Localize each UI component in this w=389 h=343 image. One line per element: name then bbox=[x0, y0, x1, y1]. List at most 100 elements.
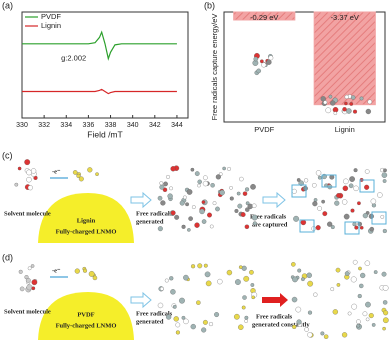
series-line bbox=[22, 30, 177, 61]
atom bbox=[377, 192, 383, 198]
atom bbox=[362, 311, 368, 317]
electron-label: -e⁻ bbox=[52, 168, 61, 175]
atom bbox=[353, 168, 358, 173]
atom bbox=[27, 266, 32, 271]
capture-box bbox=[291, 184, 307, 198]
atom bbox=[360, 272, 366, 279]
atom bbox=[244, 224, 250, 229]
atom bbox=[312, 201, 318, 207]
atom bbox=[330, 100, 336, 106]
atom bbox=[238, 265, 243, 269]
solvent-label: Solvent molecule bbox=[4, 210, 51, 217]
atom bbox=[364, 260, 371, 266]
atom bbox=[249, 270, 254, 275]
atom bbox=[382, 317, 389, 324]
atom bbox=[190, 167, 195, 172]
atom bbox=[244, 319, 248, 323]
atom bbox=[341, 332, 348, 338]
capture-box bbox=[299, 219, 315, 233]
atom bbox=[304, 327, 309, 332]
atom bbox=[350, 95, 356, 100]
atom bbox=[219, 189, 225, 196]
atom bbox=[251, 295, 255, 300]
atom bbox=[31, 286, 36, 291]
atom bbox=[95, 172, 99, 176]
x-tick-label: Lignin bbox=[335, 125, 355, 134]
atom bbox=[31, 279, 38, 286]
atom bbox=[222, 166, 226, 171]
binder-label: PVDF bbox=[77, 311, 94, 318]
atom bbox=[323, 100, 328, 105]
atom bbox=[215, 174, 221, 180]
atom bbox=[159, 286, 164, 291]
atom bbox=[210, 183, 215, 188]
cathode-label: Fully-charged LNMO bbox=[56, 228, 117, 235]
value-label: -0.29 eV bbox=[250, 13, 278, 22]
atom bbox=[268, 55, 274, 61]
atom bbox=[362, 213, 368, 219]
plot-frame bbox=[21, 11, 189, 119]
atom bbox=[234, 208, 239, 213]
atom bbox=[215, 206, 220, 212]
atom bbox=[322, 211, 328, 217]
atom bbox=[244, 315, 249, 320]
step-label: Free radicals bbox=[250, 213, 287, 220]
atom bbox=[359, 225, 364, 230]
atom bbox=[307, 310, 313, 315]
atom bbox=[329, 174, 335, 180]
atom bbox=[336, 193, 341, 198]
atom bbox=[381, 172, 388, 178]
atom bbox=[350, 208, 355, 213]
atom bbox=[368, 213, 374, 219]
atom bbox=[296, 178, 301, 182]
atom bbox=[194, 171, 200, 176]
atom bbox=[88, 271, 95, 277]
atom bbox=[201, 327, 207, 333]
atom bbox=[245, 207, 250, 212]
atom bbox=[194, 222, 200, 228]
atom bbox=[359, 96, 364, 101]
atom bbox=[383, 168, 387, 173]
bar bbox=[233, 11, 296, 21]
arrow bbox=[262, 191, 286, 209]
atom bbox=[295, 306, 302, 313]
atom bbox=[292, 276, 298, 283]
atom bbox=[164, 278, 169, 283]
atom bbox=[201, 219, 207, 224]
atom bbox=[333, 111, 338, 115]
atom bbox=[296, 319, 302, 325]
atom bbox=[320, 96, 326, 102]
atom bbox=[185, 202, 189, 207]
atom bbox=[260, 59, 264, 64]
atom bbox=[203, 263, 208, 268]
capture-box bbox=[371, 211, 387, 225]
atom bbox=[17, 166, 22, 171]
step-label: generated bbox=[136, 318, 164, 325]
step-label: Free radicals bbox=[256, 313, 293, 320]
atom bbox=[208, 322, 214, 327]
atom bbox=[320, 331, 325, 336]
atom bbox=[291, 296, 298, 303]
capture-box bbox=[344, 221, 360, 235]
atom bbox=[354, 225, 359, 230]
atom bbox=[321, 199, 325, 204]
atom bbox=[253, 56, 259, 62]
atom bbox=[207, 212, 212, 218]
step-label: Free radicals bbox=[136, 310, 173, 317]
diagram-d: (d) Solvent molecule -e⁻ PVDF Fully-char… bbox=[2, 252, 310, 340]
x-axis-label: Field /mT bbox=[87, 129, 122, 139]
x-tick-label: 332 bbox=[38, 122, 50, 129]
atom bbox=[365, 108, 371, 115]
atom bbox=[344, 271, 350, 276]
atom bbox=[203, 175, 208, 181]
atom bbox=[300, 219, 307, 226]
atom bbox=[357, 221, 362, 227]
atom bbox=[307, 280, 314, 287]
atom bbox=[330, 287, 335, 291]
atom bbox=[357, 294, 362, 299]
atom bbox=[313, 292, 318, 297]
atom bbox=[236, 191, 241, 196]
atom bbox=[229, 196, 234, 201]
atom bbox=[25, 277, 31, 283]
atom bbox=[343, 213, 350, 220]
